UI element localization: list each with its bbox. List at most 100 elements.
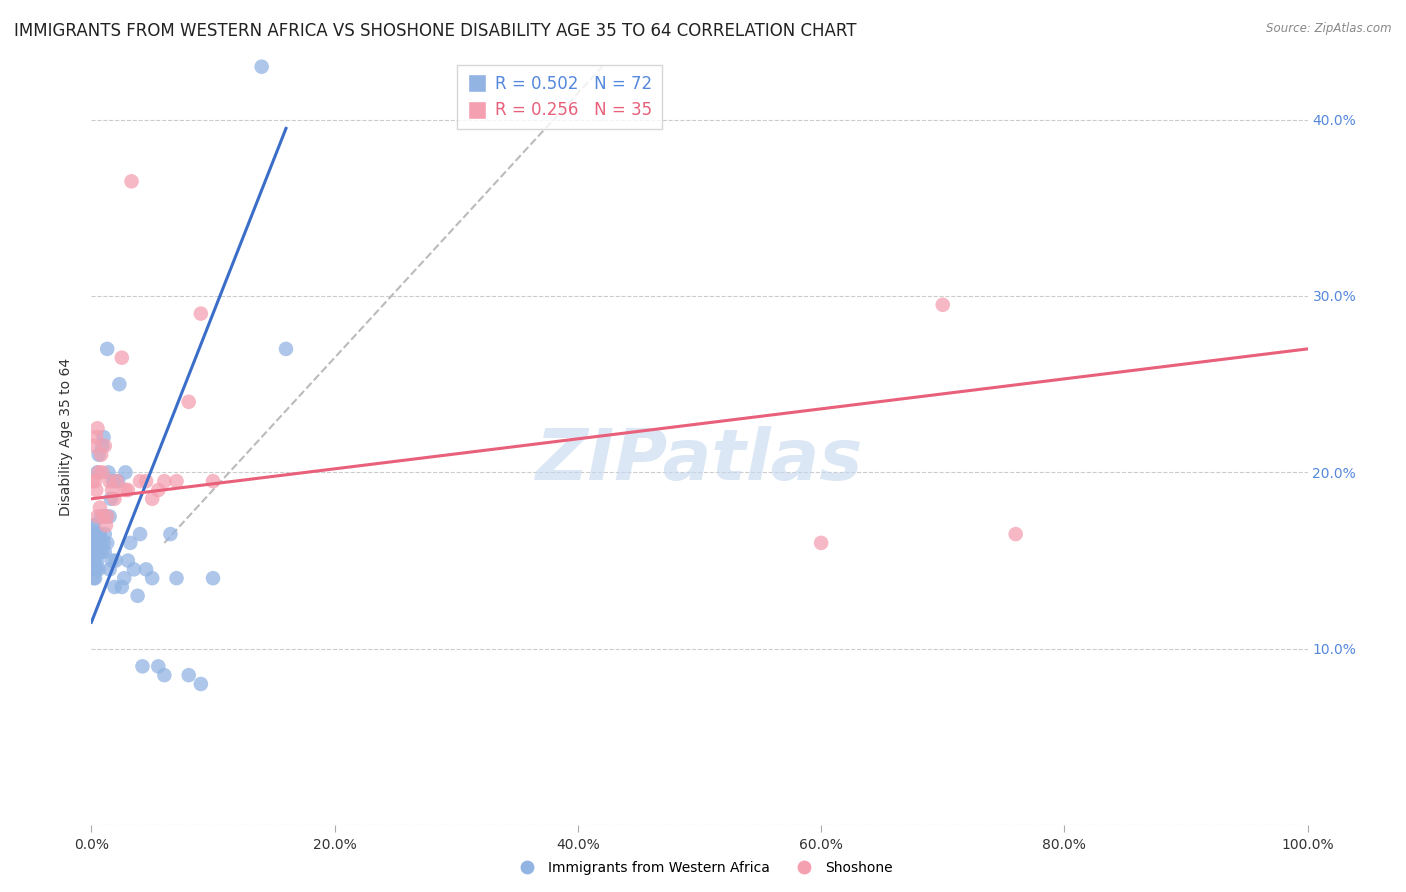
Point <box>89 545 111 559</box>
Point <box>89 500 111 515</box>
Point <box>90 509 112 524</box>
Y-axis label: Disability Age 35 to 64: Disability Age 35 to 64 <box>59 358 73 516</box>
Point <box>83 553 105 567</box>
Point <box>153 474 176 488</box>
Point <box>90 448 112 462</box>
Point <box>83 536 105 550</box>
Point <box>141 491 163 506</box>
Point <box>97 466 120 480</box>
Point <box>112 571 135 585</box>
Point <box>84 527 107 541</box>
Point <box>91 439 114 453</box>
Point <box>153 668 176 682</box>
Point <box>135 474 157 488</box>
Point <box>82 474 104 488</box>
Point <box>202 571 225 585</box>
Point <box>111 351 134 365</box>
Point <box>202 474 225 488</box>
Point <box>107 474 129 488</box>
Point <box>86 466 108 480</box>
Point <box>114 483 136 497</box>
Point <box>104 553 127 567</box>
Point <box>108 377 131 392</box>
Text: ZIPatlas: ZIPatlas <box>536 425 863 495</box>
Point <box>84 536 107 550</box>
Point <box>98 509 121 524</box>
Point <box>86 421 108 435</box>
Point <box>87 527 110 541</box>
Point <box>120 536 142 550</box>
Point <box>94 545 117 559</box>
Point <box>84 483 107 497</box>
Point <box>166 571 188 585</box>
Point <box>84 562 107 576</box>
Point <box>190 677 212 691</box>
Point <box>83 518 105 533</box>
Point <box>98 562 121 576</box>
Point <box>93 536 115 550</box>
Point <box>117 483 139 497</box>
Point <box>274 342 297 356</box>
Text: Source: ZipAtlas.com: Source: ZipAtlas.com <box>1267 22 1392 36</box>
Point <box>83 527 105 541</box>
Point <box>810 536 832 550</box>
Point <box>84 545 107 559</box>
Text: IMMIGRANTS FROM WESTERN AFRICA VS SHOSHONE DISABILITY AGE 35 TO 64 CORRELATION C: IMMIGRANTS FROM WESTERN AFRICA VS SHOSHO… <box>14 22 856 40</box>
Point <box>114 466 136 480</box>
Legend: Immigrants from Western Africa, Shoshone: Immigrants from Western Africa, Shoshone <box>508 855 898 880</box>
Point <box>131 659 153 673</box>
Point <box>96 509 118 524</box>
Point <box>103 580 125 594</box>
Point <box>86 553 108 567</box>
Point <box>87 545 110 559</box>
Point <box>177 668 200 682</box>
Point <box>94 527 117 541</box>
Point <box>93 430 115 444</box>
Point <box>91 466 114 480</box>
Point <box>127 589 149 603</box>
Point <box>101 483 124 497</box>
Point <box>190 307 212 321</box>
Point <box>86 545 108 559</box>
Point <box>121 174 143 188</box>
Point <box>931 298 953 312</box>
Point <box>90 536 112 550</box>
Point <box>101 553 124 567</box>
Point <box>82 518 104 533</box>
Point <box>93 509 115 524</box>
Point <box>91 545 114 559</box>
Point <box>94 439 117 453</box>
Point <box>135 562 157 576</box>
Point <box>98 474 121 488</box>
Point <box>1004 527 1026 541</box>
Point <box>159 527 181 541</box>
Legend: R = 0.502   N = 72, R = 0.256   N = 35: R = 0.502 N = 72, R = 0.256 N = 35 <box>457 65 662 129</box>
Point <box>148 483 170 497</box>
Point <box>84 545 107 559</box>
Point <box>129 527 152 541</box>
Point <box>129 474 152 488</box>
Point <box>84 562 107 576</box>
Point <box>82 527 104 541</box>
Point <box>96 536 118 550</box>
Point <box>122 562 145 576</box>
Point <box>94 518 117 533</box>
Point <box>84 553 107 567</box>
Point <box>84 474 107 488</box>
Point <box>105 474 128 488</box>
Point <box>82 536 104 550</box>
Point <box>96 342 118 356</box>
Point <box>83 545 105 559</box>
Point <box>84 527 107 541</box>
Point <box>94 509 117 524</box>
Point <box>103 491 125 506</box>
Point <box>87 448 110 462</box>
Point <box>86 527 108 541</box>
Point <box>141 571 163 585</box>
Point <box>83 439 105 453</box>
Point <box>84 536 107 550</box>
Point <box>177 394 200 409</box>
Point <box>87 562 110 576</box>
Point <box>117 553 139 567</box>
Point <box>87 466 110 480</box>
